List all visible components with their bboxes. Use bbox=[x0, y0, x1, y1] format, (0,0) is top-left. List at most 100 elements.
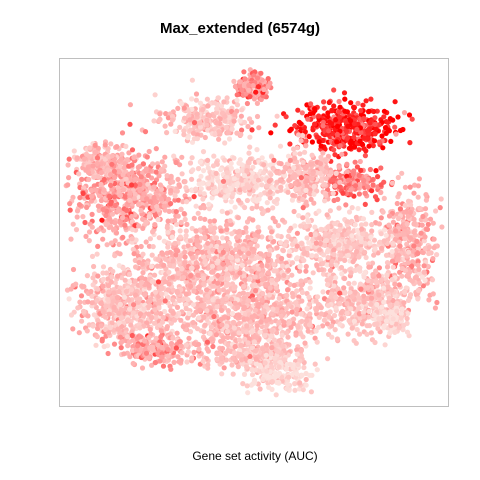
data-point bbox=[205, 157, 211, 163]
data-point bbox=[418, 230, 424, 236]
data-point bbox=[95, 174, 101, 180]
data-point bbox=[189, 96, 195, 102]
data-point bbox=[312, 121, 318, 127]
data-point bbox=[245, 123, 251, 130]
data-point bbox=[234, 97, 240, 103]
data-point bbox=[84, 328, 90, 334]
data-point bbox=[255, 266, 261, 272]
data-point bbox=[283, 114, 289, 120]
data-point bbox=[208, 324, 214, 330]
data-point bbox=[144, 196, 150, 202]
data-point bbox=[299, 318, 305, 324]
data-point bbox=[143, 219, 149, 225]
data-point bbox=[191, 194, 197, 200]
data-point bbox=[172, 128, 178, 134]
data-point bbox=[89, 300, 95, 306]
data-point bbox=[146, 311, 152, 317]
data-point bbox=[234, 257, 241, 263]
data-point bbox=[224, 271, 230, 277]
data-point bbox=[393, 131, 399, 137]
data-point bbox=[162, 207, 168, 213]
data-point bbox=[71, 148, 77, 154]
chart-title: Max_extended (6574g) bbox=[159, 20, 321, 37]
data-point bbox=[422, 234, 428, 240]
data-point bbox=[109, 161, 115, 167]
data-point bbox=[275, 223, 281, 229]
data-point bbox=[368, 96, 374, 102]
data-point bbox=[269, 310, 275, 317]
data-point bbox=[204, 287, 210, 293]
data-point bbox=[173, 209, 179, 215]
data-point bbox=[90, 282, 96, 288]
data-point bbox=[129, 227, 136, 233]
data-point bbox=[325, 224, 331, 230]
data-point bbox=[231, 118, 237, 124]
data-point bbox=[239, 262, 245, 268]
data-point bbox=[93, 149, 99, 155]
data-point bbox=[351, 134, 357, 141]
data-point bbox=[323, 176, 329, 182]
data-point bbox=[264, 200, 270, 206]
data-point bbox=[193, 203, 199, 209]
data-point bbox=[254, 243, 260, 249]
data-point bbox=[337, 143, 343, 149]
data-point bbox=[91, 312, 97, 318]
data-point bbox=[294, 288, 300, 294]
data-point bbox=[105, 296, 111, 303]
data-point bbox=[93, 342, 99, 348]
data-point bbox=[231, 319, 237, 325]
data-point bbox=[165, 196, 172, 202]
data-point bbox=[389, 180, 395, 186]
data-point bbox=[122, 222, 128, 228]
data-point bbox=[90, 163, 96, 169]
data-point bbox=[313, 253, 319, 259]
data-point bbox=[356, 172, 362, 178]
data-point bbox=[200, 196, 206, 202]
data-point bbox=[172, 197, 178, 203]
data-point bbox=[129, 213, 135, 220]
data-point bbox=[424, 226, 431, 232]
data-point bbox=[324, 262, 330, 268]
data-point bbox=[423, 197, 429, 203]
data-point bbox=[176, 297, 183, 304]
data-point bbox=[423, 192, 429, 198]
data-point bbox=[243, 178, 249, 184]
data-point bbox=[198, 289, 204, 295]
data-point bbox=[310, 171, 316, 177]
data-point bbox=[292, 123, 298, 129]
data-point bbox=[278, 313, 284, 319]
data-point bbox=[298, 311, 304, 317]
data-point bbox=[119, 151, 125, 157]
data-point bbox=[287, 157, 293, 163]
data-point bbox=[386, 222, 392, 228]
data-point bbox=[222, 157, 228, 163]
data-point bbox=[439, 224, 445, 230]
data-point bbox=[253, 288, 259, 294]
data-point bbox=[326, 119, 333, 125]
data-point bbox=[131, 195, 137, 201]
data-point bbox=[118, 315, 124, 321]
data-point bbox=[66, 156, 72, 162]
data-point bbox=[98, 197, 104, 204]
data-point bbox=[355, 205, 361, 212]
data-point bbox=[432, 305, 438, 311]
data-point bbox=[127, 190, 133, 196]
data-point bbox=[149, 263, 155, 270]
data-point bbox=[352, 144, 358, 150]
data-point bbox=[121, 294, 128, 300]
data-point bbox=[175, 197, 182, 203]
data-point bbox=[274, 245, 280, 251]
data-point bbox=[301, 257, 307, 263]
data-point bbox=[362, 153, 368, 159]
data-point bbox=[157, 182, 163, 188]
data-point bbox=[291, 208, 297, 215]
data-point bbox=[181, 115, 188, 121]
data-point bbox=[329, 334, 335, 340]
data-point bbox=[297, 190, 303, 196]
data-point bbox=[328, 169, 334, 175]
data-point bbox=[95, 286, 101, 292]
data-point bbox=[356, 191, 362, 197]
data-point bbox=[307, 301, 313, 307]
data-point bbox=[140, 270, 146, 276]
data-point bbox=[244, 323, 250, 329]
